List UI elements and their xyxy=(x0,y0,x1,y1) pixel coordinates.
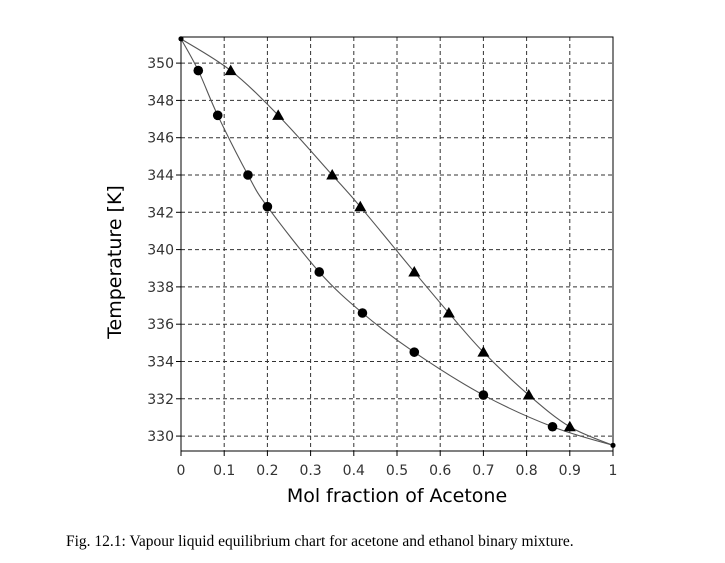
triangle-curve xyxy=(180,38,614,446)
circle-point xyxy=(357,308,368,318)
y-tick-labels: 330 332 334 336 338 340 342 344 346 348 350 xyxy=(147,56,174,445)
x-tick-label: 0.2 xyxy=(256,463,278,479)
y-tick-label: 350 xyxy=(147,56,174,72)
triangle-point xyxy=(224,64,237,76)
triangle-point xyxy=(442,307,455,318)
triangle-point xyxy=(522,389,535,400)
x-tick-label: 0.8 xyxy=(515,463,537,479)
circle-point xyxy=(193,65,204,76)
y-tick-label: 344 xyxy=(147,168,174,184)
x-tick-label: 0.5 xyxy=(386,463,408,479)
x-tick-label: 0.1 xyxy=(213,463,235,479)
circle-point xyxy=(314,267,325,277)
x-tick-label: 0.6 xyxy=(429,463,451,479)
x-tick-labels: 0 0.1 0.2 0.3 0.4 0.5 0.6 0.7 0.8 0.9 1 xyxy=(177,463,618,479)
markers xyxy=(178,36,616,448)
circle-point xyxy=(243,170,253,180)
figure-caption: Fig. 12.1: Vapour liquid equilibrium cha… xyxy=(66,533,574,550)
circle-point xyxy=(262,201,273,212)
x-tick-label: 0 xyxy=(177,463,186,479)
circle-point xyxy=(409,347,420,357)
y-tick-label: 336 xyxy=(147,317,174,333)
triangle-point xyxy=(477,346,490,357)
x-tick-label: 1 xyxy=(609,463,618,479)
y-tick-label: 330 xyxy=(147,429,174,445)
plot-frame xyxy=(180,36,614,452)
y-tick-label: 348 xyxy=(147,93,174,109)
y-tick-label: 346 xyxy=(147,131,174,147)
vle-chart: 330 332 334 336 338 340 342 344 346 348 350 0 0.1 0.… xyxy=(104,36,618,507)
y-tick-label: 338 xyxy=(147,280,174,296)
x-tick-label: 0.4 xyxy=(343,463,365,479)
x-axis-label: Mol fraction of Acetone xyxy=(287,485,507,507)
y-tick-label: 342 xyxy=(147,205,174,221)
y-axis-label: Temperature [K] xyxy=(104,185,126,340)
x-tick-label: 0.9 xyxy=(559,463,581,479)
grid xyxy=(176,37,614,456)
circle-point xyxy=(212,110,223,121)
triangle-endpoint xyxy=(610,442,616,448)
circle-point xyxy=(478,390,489,400)
y-tick-label: 332 xyxy=(147,392,174,408)
triangle-point xyxy=(563,420,576,432)
y-tick-label: 334 xyxy=(147,354,174,370)
triangle-point xyxy=(354,200,367,212)
y-tick-label: 340 xyxy=(147,243,174,259)
x-tick-label: 0.7 xyxy=(472,463,494,479)
x-tick-label: 0.3 xyxy=(299,463,321,479)
triangle-point xyxy=(272,109,285,120)
triangle-point xyxy=(408,265,421,277)
circle-point xyxy=(547,421,558,432)
triangle-endpoint xyxy=(178,36,184,42)
triangle-point xyxy=(326,169,339,180)
